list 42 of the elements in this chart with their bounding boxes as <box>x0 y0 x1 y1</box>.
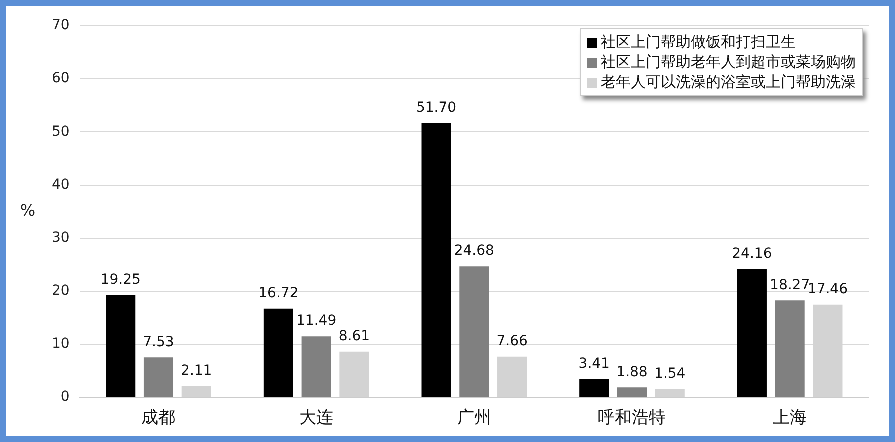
y-axis-title: % <box>20 200 36 220</box>
data-label: 24.68 <box>454 243 494 260</box>
bar <box>737 269 767 398</box>
data-label: 3.41 <box>578 356 610 372</box>
bar <box>302 336 332 398</box>
bar <box>264 308 294 398</box>
x-tick-label: 大连 <box>300 408 334 428</box>
data-label: 17.46 <box>808 282 848 298</box>
y-tick-label: 60 <box>52 70 70 87</box>
y-tick-label: 0 <box>60 389 70 406</box>
bar <box>422 123 452 398</box>
data-label: 2.11 <box>181 363 212 380</box>
data-label: 7.66 <box>496 334 528 350</box>
x-tick-label: 广州 <box>457 408 492 428</box>
data-label: 8.61 <box>338 328 370 345</box>
y-tick-label: 40 <box>52 176 70 193</box>
legend-label: 社区上门帮助老年人到超市或菜场购物 <box>600 52 856 72</box>
bar <box>775 300 805 398</box>
legend-label: 社区上门帮助做饭和打扫卫生 <box>600 32 797 52</box>
y-tick-label: 10 <box>52 336 70 352</box>
data-label: 16.72 <box>258 285 299 302</box>
data-label: 11.49 <box>296 313 337 330</box>
data-label: 51.70 <box>416 100 457 116</box>
x-tick-label: 呼和浩特 <box>598 408 666 428</box>
x-tick-label: 成都 <box>142 408 176 428</box>
y-tick-label: 30 <box>52 230 70 246</box>
data-label: 1.54 <box>654 366 686 382</box>
data-label: 7.53 <box>143 334 174 350</box>
x-tick-label: 上海 <box>773 408 808 428</box>
bar <box>144 358 174 398</box>
data-label: 24.16 <box>732 246 772 262</box>
bar <box>460 266 490 398</box>
bar <box>617 388 648 398</box>
y-tick-label: 70 <box>52 18 70 34</box>
bar <box>580 380 610 398</box>
legend-label: 老年人可以洗澡的浴室或上门帮助洗澡 <box>600 72 856 92</box>
y-tick-label: 50 <box>52 124 70 140</box>
y-tick-label: 20 <box>52 283 70 300</box>
data-label: 18.27 <box>770 277 810 294</box>
data-label: 19.25 <box>100 272 141 288</box>
bar <box>106 295 136 398</box>
data-label: 1.88 <box>616 364 648 380</box>
